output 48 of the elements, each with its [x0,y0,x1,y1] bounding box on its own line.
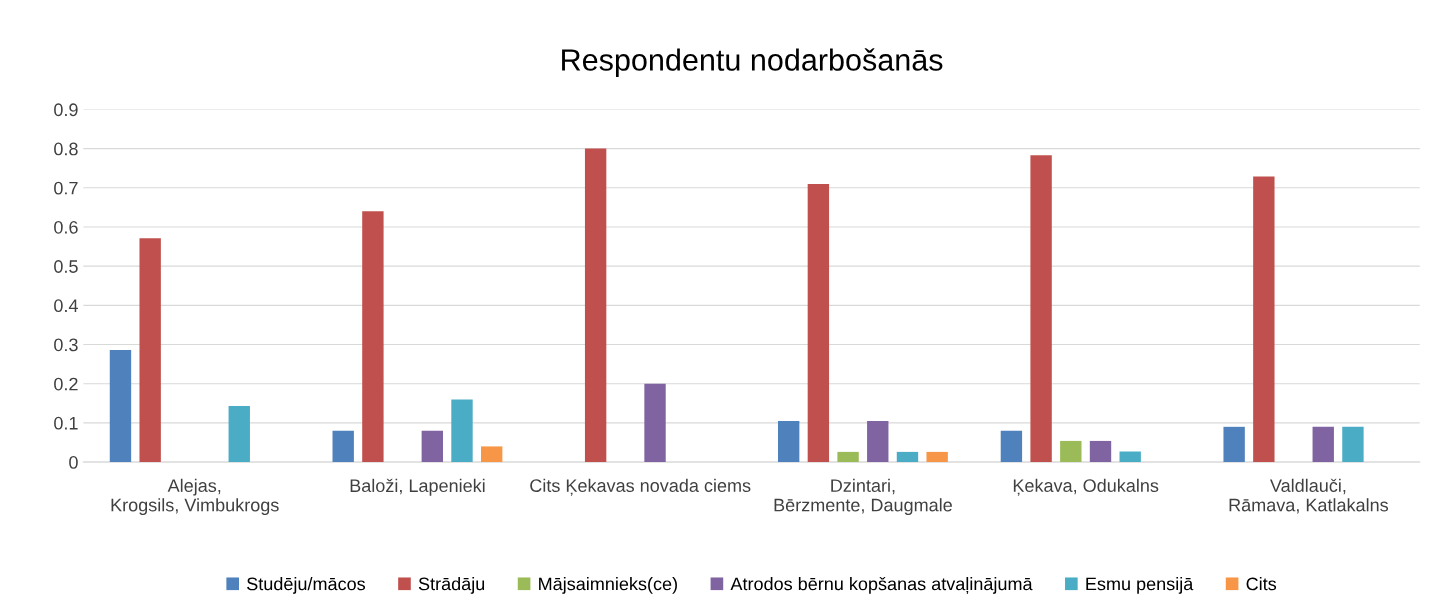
y-tick-label: 0.4 [54,299,78,313]
bar [1312,426,1334,463]
bar [1030,155,1052,463]
y-tick-label: 0 [69,456,78,469]
chart-title: Respondentu nodarbošanās [562,48,943,77]
y-tick-label: 0.9 [54,103,78,117]
bar [644,383,666,463]
bar [481,446,503,463]
y-tick-label: 0.2 [54,377,78,391]
bar [362,211,384,463]
y-tick-label: 0.1 [54,416,78,430]
bar [896,451,919,463]
y-tick-label: 0.5 [54,260,78,273]
legend-label: Atrodos bērnu kopšanas atvaļinājumā [730,576,1033,594]
bar [926,451,948,463]
bar [451,399,473,463]
bar [777,420,800,463]
bar [1089,440,1112,463]
legend-label: Studēju/mācos [247,577,366,594]
bar [1223,426,1245,463]
bar [807,183,830,463]
x-tick-label: Baloži, Lapenieki [350,478,485,496]
x-tick-label: Dzintari, Bērzmente, Daugmale [774,478,952,516]
legend-label: Mājsaimnieks(ce) [539,577,677,594]
bar [228,406,250,463]
bar [332,430,354,463]
y-tick-label: 0.7 [54,181,78,195]
y-tick-label: 0.8 [54,142,78,156]
bar [1253,176,1275,463]
bar [1060,440,1082,463]
legend-label: Cits [1246,577,1277,591]
bar [584,148,607,463]
bar [139,238,161,463]
x-tick-label: Cits Ķekavas novada ciems [530,478,751,496]
bar [1000,430,1023,463]
bar [109,350,132,463]
bar [1119,451,1141,463]
y-tick-label: 0.6 [54,220,78,234]
bar [867,420,889,463]
legend-label: Strādāju [418,577,485,594]
legend-label: Esmu pensijā [1086,577,1194,594]
bar [837,451,859,463]
bar [421,430,443,463]
x-tick-label: Valdlauči, Rāmava, Katlakalns [1229,478,1389,514]
x-tick-label: Alejas, Krogsils, Vimbukrogs [111,478,279,516]
bar [1342,426,1364,463]
y-tick-label: 0.3 [54,338,78,352]
x-tick-label: Ķekava, Odukalns [1013,478,1159,496]
